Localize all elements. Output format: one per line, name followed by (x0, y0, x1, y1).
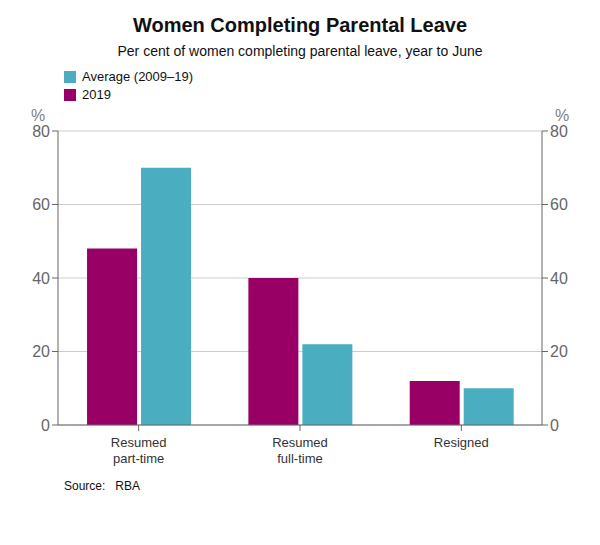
svg-text:60: 60 (550, 196, 568, 213)
svg-text:80: 80 (550, 123, 568, 140)
svg-text:%: % (31, 107, 45, 124)
html-text:Average (2009–19): Average (2009–19) (82, 69, 194, 84)
html-text:2019: 2019 (82, 87, 111, 102)
html-text:Women Completing Parental Leav: Women Completing Parental Leave (132, 14, 468, 36)
svg-text:20: 20 (550, 343, 568, 360)
svg-text:0: 0 (550, 417, 559, 434)
svg-text:Resigned: Resigned (434, 435, 489, 450)
svg-text:%: % (555, 107, 569, 124)
svg-text:40: 40 (550, 270, 568, 287)
svg-text:80: 80 (32, 123, 50, 140)
svg-text:0: 0 (41, 417, 50, 434)
svg-text:60: 60 (32, 196, 50, 213)
html-text:Per cent of women completing p: Per cent of women completing parental le… (117, 43, 483, 59)
svg-text:20: 20 (32, 343, 50, 360)
svg-text:Resumedpart-time: Resumedpart-time (111, 435, 167, 466)
svg-text:Resumedfull-time: Resumedfull-time (272, 435, 328, 466)
svg-text:40: 40 (32, 270, 50, 287)
html-text:Source: RBA: Source: RBA (64, 479, 140, 493)
